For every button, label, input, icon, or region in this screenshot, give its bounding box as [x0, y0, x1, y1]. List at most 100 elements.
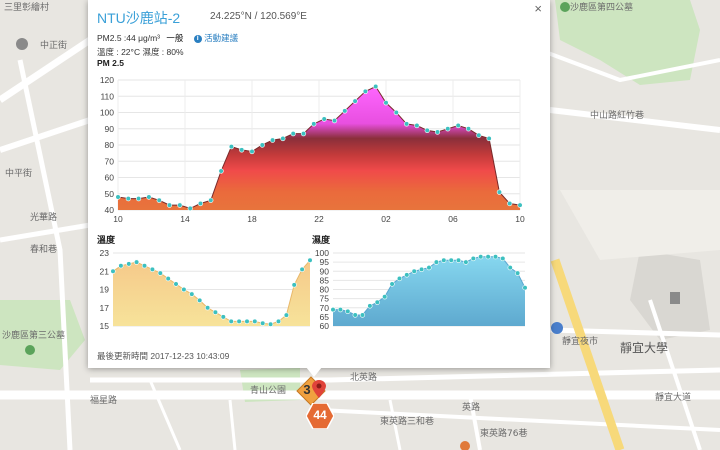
data-point [393, 109, 399, 116]
data-point [414, 122, 420, 129]
data-point [486, 135, 492, 142]
map-label: 中正街 [40, 39, 67, 51]
pm-chart-title: PM 2.5 [97, 58, 124, 68]
y-tick-label: 60 [320, 321, 330, 331]
data-point [259, 142, 265, 148]
data-point [239, 147, 245, 153]
data-line [117, 85, 521, 209]
data-point [252, 318, 258, 324]
data-point [270, 137, 276, 143]
temperature-chart: 15 17 19 21 23 [100, 248, 313, 331]
data-point [367, 303, 373, 309]
data-point [424, 127, 430, 134]
data-point [485, 254, 491, 260]
data-point [115, 194, 121, 200]
x-tick-label: 22 [314, 214, 324, 224]
map-label: 光華路 [30, 211, 57, 223]
data-point [352, 98, 358, 104]
data-point [291, 282, 297, 288]
poi-school-icon[interactable] [670, 292, 680, 304]
close-button[interactable]: × [534, 1, 542, 16]
data-point [352, 312, 358, 318]
data-area [333, 256, 525, 326]
data-point [373, 83, 379, 90]
station-info-popup: × NTU沙鹿站-2 24.225°N / 120.569°E PM2.5 :4… [88, 0, 550, 368]
station-value: 44 [313, 408, 327, 422]
data-point [220, 314, 226, 320]
data-point [345, 308, 351, 314]
data-point [478, 254, 484, 260]
data-point [244, 318, 250, 324]
data-point [157, 270, 163, 276]
data-point [433, 259, 439, 265]
data-point [441, 257, 447, 263]
poi-icon[interactable] [16, 38, 28, 50]
data-point [515, 270, 521, 276]
data-point [173, 281, 179, 287]
y-tick-label: 90 [105, 124, 115, 134]
data-point [507, 265, 513, 271]
y-tick-label: 70 [105, 156, 115, 166]
poi-park-icon[interactable] [560, 2, 570, 12]
data-point [290, 130, 296, 137]
data-point [330, 306, 336, 313]
data-point [133, 259, 140, 265]
data-point [465, 126, 472, 132]
x-tick-label: 10 [515, 214, 525, 224]
data-point [125, 196, 131, 202]
data-point [492, 254, 499, 260]
data-area [113, 260, 310, 326]
road-taiwan-blvd [550, 258, 625, 450]
data-point [126, 261, 132, 267]
x-tick-label: 02 [381, 214, 391, 224]
popup-pointer [306, 367, 322, 377]
y-tick-label: 19 [100, 285, 110, 295]
data-point [228, 143, 234, 150]
x-tick-label: 18 [247, 214, 257, 224]
data-point [135, 196, 142, 202]
map-label: 靜宜夜市 [562, 335, 598, 347]
data-point [268, 321, 274, 327]
weather-summary: 溫度 : 22°C 濕度 : 80% [97, 47, 184, 57]
poi-food-icon[interactable] [460, 441, 470, 450]
poi-park-icon[interactable] [25, 345, 35, 355]
data-point [342, 108, 348, 114]
temp-chart-title: 溫度 [97, 235, 116, 245]
data-point [307, 257, 313, 263]
data-point [236, 318, 242, 324]
humidity-chart-title: 濕度 [312, 235, 331, 245]
map-label: 春和巷 [30, 243, 57, 255]
data-point [517, 202, 523, 208]
activity-advice-link[interactable]: i 活動建議 [193, 33, 238, 43]
data-point [455, 122, 461, 129]
data-point [321, 116, 327, 122]
data-point [404, 272, 410, 278]
data-point [197, 297, 203, 304]
poi-shopping-icon[interactable] [551, 322, 563, 334]
data-point [260, 320, 266, 326]
x-tick-label: 10 [113, 214, 123, 224]
y-tick-label: 100 [315, 248, 329, 258]
data-point [110, 268, 116, 274]
data-point [146, 194, 152, 200]
y-tick-label: 85 [320, 275, 330, 285]
map-label: 中山路紅竹巷 [590, 109, 644, 121]
y-tick-label: 60 [105, 173, 115, 183]
data-point [434, 129, 441, 135]
y-tick-label: 120 [100, 75, 114, 85]
y-tick-label: 50 [105, 189, 115, 199]
location-pin-icon[interactable] [312, 380, 326, 398]
y-tick-label: 17 [100, 303, 110, 313]
data-point [149, 266, 156, 273]
y-tick-label: 70 [320, 303, 330, 313]
map-label: 靜宜大學 [620, 340, 668, 355]
y-tick-label: 65 [320, 312, 330, 322]
map-label: 青山公園 [250, 384, 286, 396]
data-point [496, 189, 503, 195]
data-point [359, 312, 366, 318]
data-point [218, 168, 224, 174]
station-marker[interactable]: 44 [305, 402, 335, 430]
map-label: 沙鹿區第四公墓 [570, 1, 633, 13]
y-tick-label: 95 [320, 257, 330, 267]
